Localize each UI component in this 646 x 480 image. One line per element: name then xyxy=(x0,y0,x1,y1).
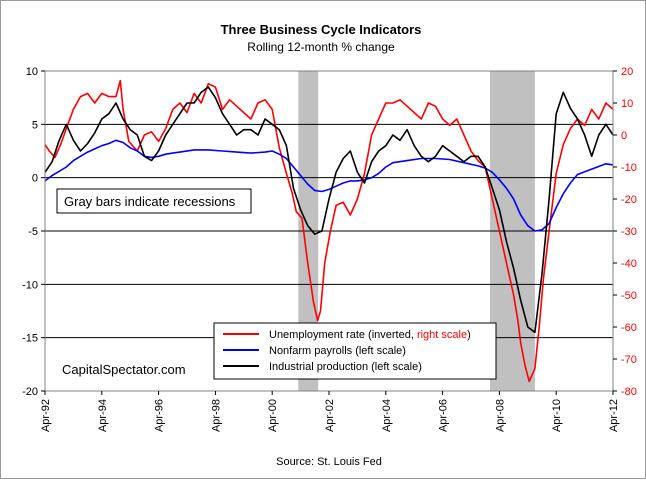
watermark: CapitalSpectator.com xyxy=(62,362,186,377)
x-tick-label: Apr-98 xyxy=(210,399,222,432)
legend: Unemployment rate (inverted, right scale… xyxy=(213,322,497,380)
series-layer xyxy=(44,79,614,383)
left-tick-label: -20 xyxy=(22,386,38,398)
right-tick-label: -70 xyxy=(621,354,637,366)
left-tick-label: -5 xyxy=(28,226,38,238)
recession-note: Gray bars indicate recessions xyxy=(56,188,252,214)
legend-label-unemployment: Unemployment rate (inverted, right scale… xyxy=(269,329,471,341)
x-tick-label: Apr-04 xyxy=(381,399,393,432)
x-tick-label: Apr-02 xyxy=(324,399,336,432)
x-tick-label: Apr-10 xyxy=(551,399,563,432)
right-tick-label: -80 xyxy=(621,386,637,398)
x-tick-label: Apr-08 xyxy=(494,399,506,432)
legend-label-payrolls: Nonfarm payrolls (left scale) xyxy=(269,345,406,357)
source-note: Source: St. Louis Fed xyxy=(276,456,382,468)
right-tick-label: -20 xyxy=(621,194,637,206)
left-tick-label: 10 xyxy=(26,66,38,78)
right-tick-label: -10 xyxy=(621,162,637,174)
x-tick-label: Apr-94 xyxy=(97,399,109,432)
series-line-unemployment xyxy=(44,79,614,383)
series-line-production xyxy=(44,86,614,334)
legend-label-right-scale: right scale xyxy=(417,329,467,341)
x-tick-label: Apr-12 xyxy=(608,399,620,432)
x-tick-label: Apr-96 xyxy=(154,399,166,432)
right-tick-label: 20 xyxy=(621,66,633,78)
legend-label-unemployment-text: Unemployment rate (inverted, xyxy=(269,329,417,341)
recession-note-box xyxy=(56,188,252,214)
chart-subtitle: Rolling 12-month % change xyxy=(247,40,395,54)
legend-label-production: Industrial production (left scale) xyxy=(269,361,422,373)
chart-title: Three Business Cycle Indicators xyxy=(221,22,422,37)
right-tick-label: 10 xyxy=(621,98,633,110)
x-axis: Apr-92 Apr-94 Apr-96 Apr-98 Apr-00 Apr-02 Apr-… xyxy=(40,391,620,432)
right-axis: 20 10 0 -10 -20 -30 -40 -50 -60 -70 -80 xyxy=(613,66,637,398)
left-tick-label: 0 xyxy=(32,173,38,185)
series-line-payrolls xyxy=(44,139,614,232)
left-tick-label: 5 xyxy=(32,119,38,131)
legend-label-unemployment-suffix: ) xyxy=(467,329,471,341)
right-tick-label: -60 xyxy=(621,322,637,334)
x-tick-label: Apr-06 xyxy=(438,399,450,432)
legend-box xyxy=(213,322,497,380)
right-tick-label: -30 xyxy=(621,226,637,238)
right-tick-label: -40 xyxy=(621,258,637,270)
x-tick-label: Apr-00 xyxy=(267,399,279,432)
x-tick-label: Apr-92 xyxy=(40,399,52,432)
left-tick-label: -10 xyxy=(22,279,38,291)
right-tick-label: 0 xyxy=(621,130,627,142)
recession-note-text: Gray bars indicate recessions xyxy=(64,194,236,209)
left-axis: 10 5 0 -5 -10 -15 -20 xyxy=(22,66,45,398)
right-tick-label: -50 xyxy=(621,290,637,302)
left-tick-label: -15 xyxy=(22,333,38,345)
